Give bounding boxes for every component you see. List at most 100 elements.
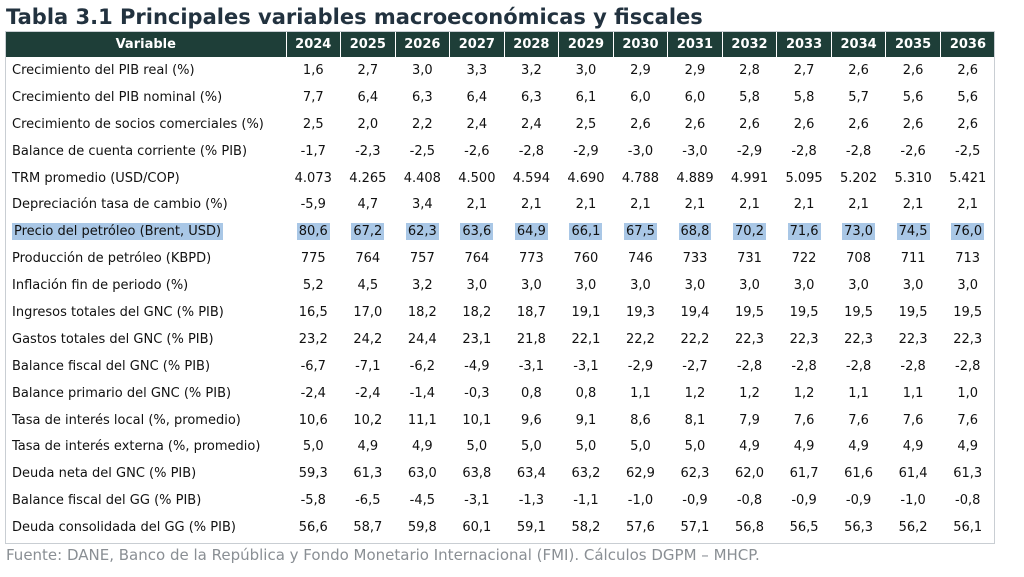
table-cell: 4,9 <box>411 439 433 455</box>
table-cell: 1,1 <box>848 385 869 401</box>
table-cell: 2,9 <box>684 62 706 78</box>
table-cell: -1,3 <box>518 493 545 509</box>
table-cell: 3,4 <box>411 197 433 213</box>
table-row: Producción de petróleo (KBPD) 775 764 757 76… <box>6 245 995 272</box>
table-cell: 3,0 <box>684 278 706 294</box>
row-label: Precio del petróleo (Brent, USD) <box>12 223 224 241</box>
table-cell: 62,3 <box>680 466 710 482</box>
table-cell: 2,6 <box>684 116 706 132</box>
table-cell: 2,2 <box>411 116 433 132</box>
header-year: 2030 <box>612 32 668 57</box>
table-cell: 713 <box>955 251 981 267</box>
table-cell: 7,6 <box>957 412 979 428</box>
table-cell: 19,5 <box>898 304 928 320</box>
table-cell: 68,8 <box>678 223 712 241</box>
table-cell: -2,8 <box>518 143 545 159</box>
table-cell: -6,7 <box>300 358 326 374</box>
table-cell: -3,1 <box>464 493 490 509</box>
table-cell: -2,7 <box>682 358 708 374</box>
row-label: Balance primario del GNC (% PIB) <box>12 385 232 401</box>
table-cell: 6,1 <box>575 89 597 105</box>
table-cell: 61,4 <box>898 466 928 482</box>
table-cell: 22,1 <box>571 331 601 347</box>
table-cell: 3,0 <box>575 62 597 78</box>
table-cell: 746 <box>628 251 653 267</box>
header-year: 2026 <box>394 32 450 57</box>
table-cell: 4,9 <box>357 439 379 455</box>
table-cell: -3,0 <box>682 143 708 159</box>
table-cell: 7,6 <box>848 412 869 428</box>
table-cell: 2,9 <box>630 62 651 78</box>
table-cell: -1,1 <box>573 493 599 509</box>
row-label: Crecimiento del PIB nominal (%) <box>12 89 223 105</box>
table-cell: 3,0 <box>793 278 815 294</box>
table-cell: 764 <box>355 251 381 267</box>
table-cell: 4,9 <box>848 439 869 455</box>
table-cell: -2,4 <box>300 385 326 401</box>
table-cell: 4.408 <box>403 170 441 186</box>
table-cell: 5,8 <box>739 89 760 105</box>
table-cell: 2,4 <box>521 116 542 132</box>
table-cell: 7,6 <box>902 412 924 428</box>
table-cell: 61,6 <box>844 466 874 482</box>
table-cell: -2,5 <box>955 143 981 159</box>
table-cell: 4.265 <box>349 170 387 186</box>
table-cell: 2,1 <box>684 197 706 213</box>
table-row: Precio del petróleo (Brent, USD) 80,6 67,2… <box>6 218 995 245</box>
table-cell: -6,5 <box>355 493 381 509</box>
table-cell: 4.500 <box>458 170 496 186</box>
table-cell: 5,0 <box>466 439 488 455</box>
table-cell: 3,0 <box>575 278 597 294</box>
table-cell: 6,0 <box>630 89 651 105</box>
table-cell: 8,6 <box>630 412 651 428</box>
table-cell: -6,2 <box>409 358 436 374</box>
table-cell: 1,2 <box>739 385 760 401</box>
table-cell: 10,1 <box>462 412 492 428</box>
source-note: Fuente: DANE, Banco de la República y Fo… <box>6 546 760 564</box>
table-cell: 6,4 <box>357 89 379 105</box>
table-cell: 2,1 <box>466 197 488 213</box>
table-cell: 61,3 <box>353 466 383 482</box>
table-cell: 76,0 <box>951 223 985 241</box>
table-cell: 5,0 <box>521 439 542 455</box>
table-cell: 2,6 <box>902 62 924 78</box>
table-cell: 2,1 <box>902 197 924 213</box>
table-cell: 5,6 <box>902 89 924 105</box>
table-cell: -7,1 <box>355 358 381 374</box>
table-cell: 0,8 <box>521 385 542 401</box>
table-cell: 62,0 <box>735 466 764 482</box>
table-cell: 67,5 <box>623 223 657 241</box>
row-label: Tasa de interés local (%, promedio) <box>12 412 241 428</box>
table-cell: 22,3 <box>789 331 819 347</box>
table-cell: 4,9 <box>793 439 815 455</box>
header-year: 2036 <box>939 32 995 57</box>
table-cell: -5,8 <box>300 493 326 509</box>
table-cell: 2,6 <box>902 116 924 132</box>
table-cell: -3,1 <box>518 358 545 374</box>
header-year: 2033 <box>776 32 832 57</box>
table-cell: 2,1 <box>575 197 597 213</box>
table-cell: -0,3 <box>464 385 490 401</box>
table-cell: 19,1 <box>571 304 601 320</box>
table-cell: 5.095 <box>785 170 823 186</box>
table-cell: 59,3 <box>298 466 328 482</box>
table-cell: 2,1 <box>630 197 651 213</box>
row-label: Tasa de interés externa (%, promedio) <box>12 439 261 455</box>
table-cell: 56,3 <box>844 520 874 536</box>
table-cell: 2,4 <box>466 116 488 132</box>
table-cell: 4,9 <box>957 439 979 455</box>
table-cell: 1,2 <box>684 385 706 401</box>
table-cell: 731 <box>737 251 762 267</box>
table-row: Tasa de interés externa (%, promedio) 5,0… <box>6 433 995 460</box>
table-cell: 16,5 <box>298 304 328 320</box>
table-cell: 56,5 <box>789 520 819 536</box>
table-cell: 2,6 <box>957 62 979 78</box>
table-cell: 2,6 <box>848 116 869 132</box>
table-cell: 1,0 <box>957 385 979 401</box>
table-cell: 7,9 <box>739 412 760 428</box>
table-cell: -4,5 <box>409 493 436 509</box>
table-cell: 4.889 <box>676 170 714 186</box>
table-cell: 4,5 <box>357 278 379 294</box>
table-cell: 3,2 <box>521 62 542 78</box>
table-cell: 64,9 <box>514 223 548 241</box>
